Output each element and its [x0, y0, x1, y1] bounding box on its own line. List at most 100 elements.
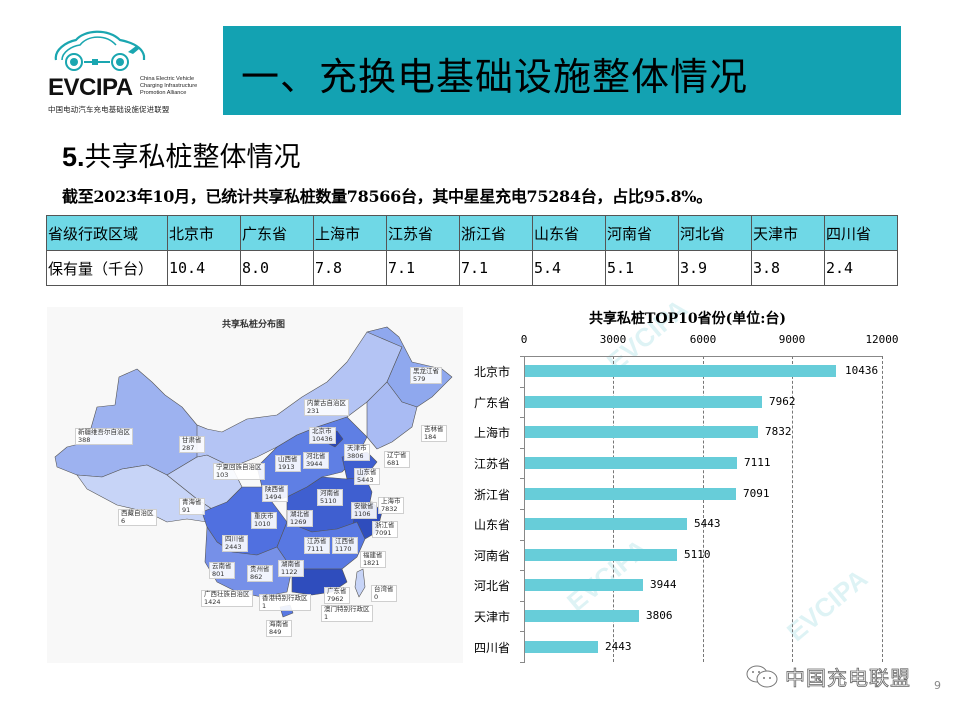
- map-region-label: 河南省 5110: [317, 489, 343, 506]
- y-tick: [520, 448, 525, 449]
- table-cell: 3.9: [678, 250, 752, 286]
- map-region-label: 甘肃省 287: [179, 436, 205, 453]
- table-cell: 3.8: [751, 250, 825, 286]
- bar-value-label: 7832: [765, 425, 792, 438]
- table-column-header: 河南省: [605, 215, 679, 251]
- table-row-header: 保有量（千台）: [46, 250, 168, 286]
- bar-value-label: 3944: [650, 578, 677, 591]
- category-label: 河南省: [474, 549, 511, 563]
- map-region-label: 湖南省 1122: [278, 560, 304, 577]
- brand-name: 中国充电联盟: [785, 666, 911, 691]
- bar-value-label: 7111: [744, 456, 771, 469]
- y-tick: [520, 356, 525, 357]
- bar-value-label: 7962: [769, 395, 796, 408]
- gridline: [703, 356, 704, 662]
- table-cell: 7.1: [459, 250, 533, 286]
- category-label: 河北省: [474, 579, 511, 593]
- table-row: 保有量（千台） 10.4 8.0 7.8 7.1 7.1 5.4 5.1 3.9…: [46, 250, 898, 286]
- map-region-label: 福建省 1821: [360, 551, 386, 568]
- y-tick: [520, 387, 525, 388]
- summary-text: 截至2023年10月，已统计共享私桩数量78566台，其中星星充电75284台，…: [62, 187, 712, 206]
- table-column-header: 山东省: [532, 215, 606, 251]
- bar: [525, 396, 762, 408]
- bar: [525, 641, 598, 653]
- table-cell: 10.4: [167, 250, 241, 286]
- map-region-label: 海南省 849: [266, 620, 292, 637]
- logo-subtitle-line: Promotion Alliance: [140, 90, 187, 96]
- logo-subtitle-line: Charging Infrastructure: [140, 83, 198, 89]
- wechat-brand: 中国充电联盟: [745, 662, 911, 691]
- y-tick: [520, 601, 525, 602]
- top10-table: 省级行政区域 北京市 广东省 上海市 江苏省 浙江省 山东省 河南省 河北省 天…: [46, 215, 898, 286]
- gridline: [882, 356, 883, 662]
- x-axis: [524, 356, 882, 357]
- category-label: 北京市: [474, 365, 511, 379]
- map-region-label: 云南省 801: [209, 562, 235, 579]
- y-tick: [520, 570, 525, 571]
- bar: [525, 549, 677, 561]
- x-tick-label: 6000: [689, 333, 717, 346]
- section-number: 5.: [62, 142, 85, 172]
- section-title: 5.共享私桩整体情况: [62, 135, 301, 174]
- bar: [525, 426, 758, 438]
- bar-value-label: 10436: [845, 364, 879, 377]
- map-region-label: 新疆维吾尔自治区 388: [75, 428, 133, 445]
- table-column-header: 四川省: [824, 215, 898, 251]
- bar-value-label: 2443: [605, 640, 632, 653]
- map-region-label: 上海市 7832: [378, 497, 404, 514]
- bar-value-label: 5443: [694, 517, 721, 530]
- table-row-header: 省级行政区域: [46, 215, 168, 251]
- evcipa-logo: EVCIPA China Electric Vehicle Charging I…: [44, 26, 204, 118]
- map-region-label: 浙江省 7091: [372, 521, 398, 538]
- map-region-label: 江苏省 7111: [304, 537, 330, 554]
- section-title-text: 共享私桩整体情况: [84, 142, 301, 173]
- table-cell: 5.4: [532, 250, 606, 286]
- map-region-label: 江西省 1170: [332, 537, 358, 554]
- category-label: 山东省: [474, 518, 511, 532]
- bar-value-label: 3806: [646, 609, 673, 622]
- map-region-label: 内蒙古自治区 231: [304, 399, 349, 416]
- x-tick-label: 0: [520, 333, 528, 346]
- map-region-label: 宁夏回族自治区 103: [213, 463, 265, 480]
- map-region-label: 辽宁省 681: [384, 451, 410, 468]
- map-region-label: 河北省 3944: [303, 452, 329, 469]
- map-region-label: 青海省 91: [179, 498, 205, 515]
- map-region-label: 吉林省 184: [421, 425, 447, 442]
- china-map-shape: [54, 326, 453, 618]
- title-banner: 一、充换电基础设施整体情况: [223, 26, 901, 115]
- map-region-label: 安徽省 1106: [351, 502, 377, 519]
- map-region-label: 山东省 5443: [354, 468, 380, 485]
- map-region-label: 西藏自治区 6: [118, 509, 157, 526]
- table-column-header: 江苏省: [386, 215, 460, 251]
- table-column-header: 上海市: [313, 215, 387, 251]
- bar-value-label: 5110: [684, 548, 711, 561]
- wechat-icon: [746, 665, 778, 687]
- table-column-header: 河北省: [678, 215, 752, 251]
- map-region-label: 重庆市 1010: [251, 512, 277, 529]
- map-region-label: 北京市 10436: [309, 427, 336, 444]
- map-region-label: 台湾省 0: [371, 585, 397, 602]
- table-column-header: 北京市: [167, 215, 241, 251]
- table-cell: 7.8: [313, 250, 387, 286]
- category-label: 上海市: [474, 426, 511, 440]
- category-label: 江苏省: [474, 457, 511, 471]
- x-tick-label: 3000: [599, 333, 627, 346]
- logo-subtitle: China Electric Vehicle Charging Infrastr…: [140, 76, 210, 97]
- y-tick: [520, 631, 525, 632]
- page-title: 一、充换电基础设施整体情况: [241, 55, 749, 99]
- map-region-label: 陕西省 1494: [262, 485, 288, 502]
- table-cell: 7.1: [386, 250, 460, 286]
- bar: [525, 365, 836, 377]
- map-region-label: 广东省 7962: [324, 587, 350, 604]
- gridline: [613, 356, 614, 662]
- x-tick-label: 9000: [778, 333, 806, 346]
- bar: [525, 518, 687, 530]
- table-cell: 5.1: [605, 250, 679, 286]
- y-tick: [520, 509, 525, 510]
- category-label: 浙江省: [474, 488, 511, 502]
- china-distribution-map: 共享私桩分布图: [47, 307, 463, 663]
- logo-wordmark: EVCIPA: [48, 74, 133, 101]
- y-tick: [520, 478, 525, 479]
- logo-chinese-name: 中国电动汽车充电基础设施促进联盟: [48, 105, 170, 114]
- table-column-header: 浙江省: [459, 215, 533, 251]
